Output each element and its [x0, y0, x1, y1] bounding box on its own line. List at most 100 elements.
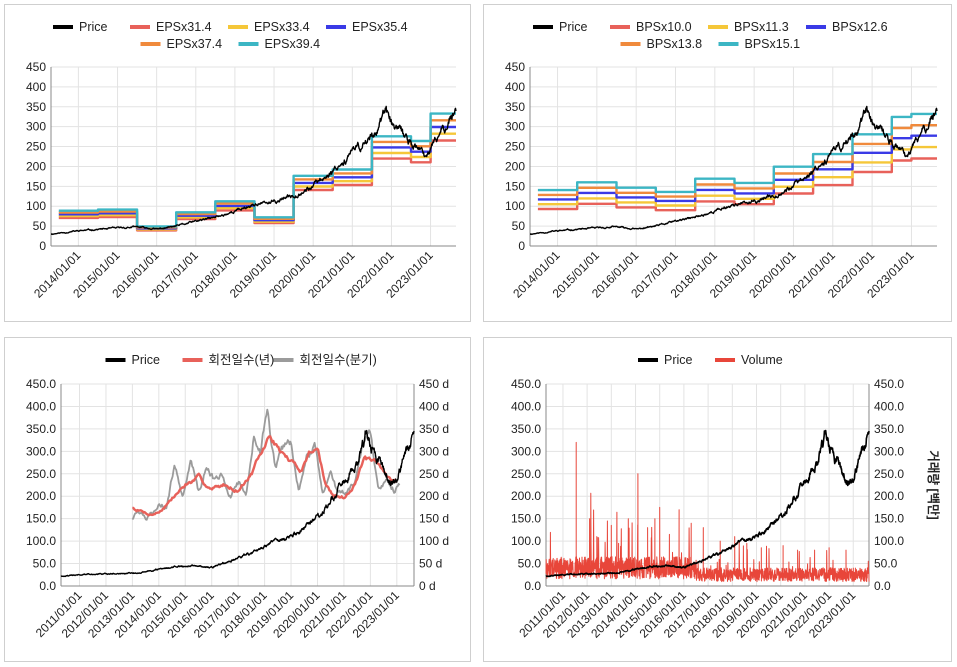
legend-label: BPSx13.8: [647, 37, 703, 51]
y-tick-label: 400.0: [26, 399, 56, 413]
y2-tick-label: 0.0: [874, 579, 891, 593]
band-line: [537, 157, 937, 212]
y2-tick-label: 450 d: [419, 377, 449, 391]
band-line: [537, 134, 937, 203]
band-line: [537, 123, 937, 198]
y-tick-label: 50.0: [518, 557, 542, 571]
y-tick-label: 250: [505, 140, 525, 154]
y-tick-label: 50.0: [33, 557, 57, 571]
y2-tick-label: 400 d: [419, 399, 449, 413]
y-tick-label: 350.0: [26, 422, 56, 436]
legend: Price 회전일수(년) 회전일수(분기): [105, 353, 377, 367]
legend-label: EPSx35.4: [352, 20, 408, 34]
y-tick-label: 200: [505, 159, 525, 173]
legend-label: EPSx39.4: [265, 37, 321, 51]
legend-label: BPSx12.6: [832, 20, 888, 34]
y-tick-label: 150: [505, 179, 525, 193]
y-tick-label: 0.0: [524, 579, 541, 593]
volume-chart: Price Volume 0.0 0.0 50.0 50.0 100.0 100.0 150.0…: [511, 353, 941, 641]
volume-line: [545, 441, 870, 583]
legend-label: BPSx15.1: [745, 37, 801, 51]
gridlines: [530, 66, 937, 247]
band-line: [58, 112, 456, 228]
legend-label: 회전일수(년): [209, 353, 275, 367]
y2-tick-label: 150 d: [419, 512, 449, 526]
annual-turnover-line: [132, 435, 398, 517]
legend: Price Volume: [638, 353, 783, 367]
price-line: [529, 105, 938, 236]
quarter-turnover-line: [131, 408, 401, 521]
y-tick-label: 250.0: [511, 467, 541, 481]
legend-label: EPSx33.4: [254, 20, 310, 34]
y2-tick-label: 50 d: [419, 557, 442, 571]
y-tick-label: 100.0: [26, 534, 56, 548]
y-tick-label: 250: [26, 140, 46, 154]
y-tick-label: 450.0: [511, 377, 541, 391]
legend-label: BPSx10.0: [636, 20, 692, 34]
y-tick-label: 150: [26, 179, 46, 193]
y2-tick-label: 350 d: [419, 422, 449, 436]
bps-chart: Price BPSx10.0 BPSx11.3 BPSx12.6 BPSx13.8 BPS…: [505, 20, 938, 301]
y-tick-label: 400: [26, 80, 46, 94]
legend-label: 회전일수(분기): [300, 353, 377, 367]
price-line: [545, 429, 870, 578]
y2-tick-label: 0 d: [419, 579, 436, 593]
legend-label: Volume: [741, 353, 783, 367]
y2-tick-label: 250.0: [874, 467, 904, 481]
y2-tick-label: 100 d: [419, 534, 449, 548]
y-tick-label: 400.0: [511, 399, 541, 413]
y-tick-label: 400: [505, 80, 525, 94]
y-tick-label: 100: [26, 199, 46, 213]
y2-tick-label: 200 d: [419, 489, 449, 503]
y-tick-label: 100: [505, 199, 525, 213]
legend-label: Price: [79, 20, 108, 34]
gridlines: [51, 66, 456, 247]
y-tick-label: 150.0: [26, 512, 56, 526]
legend: Price BPSx10.0 BPSx11.3 BPSx12.6 BPSx13.8 BPS…: [533, 20, 888, 51]
band-line: [537, 112, 937, 194]
band-line: [537, 145, 937, 207]
y-tick-label: 300.0: [511, 444, 541, 458]
y-tick-label: 200.0: [511, 489, 541, 503]
y-tick-label: 350: [505, 100, 525, 114]
volume-chart-panel: Price Volume 0.0 0.0 50.0 50.0 100.0 100.0 150.0…: [483, 337, 952, 662]
y-tick-label: 300: [26, 120, 46, 134]
y-tick-label: 450.0: [26, 377, 56, 391]
price-line: [50, 105, 457, 236]
price-line: [60, 429, 415, 578]
y-tick-label: 350.0: [511, 422, 541, 436]
y-tick-label: 300.0: [26, 444, 56, 458]
y-tick-label: 200: [26, 159, 46, 173]
y2-tick-label: 400.0: [874, 399, 904, 413]
y-tick-label: 450: [26, 60, 46, 74]
bps-chart-panel: Price BPSx10.0 BPSx11.3 BPSx12.6 BPSx13.8 BPS…: [483, 4, 952, 322]
eps-chart-panel: Price EPSx31.4 EPSx33.4 EPSx35.4 EPSx37.4 EPS…: [4, 4, 471, 322]
y2-tick-label: 100.0: [874, 534, 904, 548]
y2-tick-label: 200.0: [874, 489, 904, 503]
y-tick-label: 250.0: [26, 467, 56, 481]
legend-label: EPSx31.4: [156, 20, 212, 34]
y2-tick-label: 450.0: [874, 377, 904, 391]
turnover-chart-panel: Price 회전일수(년) 회전일수(분기) 0.0 0 d 50.0 50 d 100.0 1…: [4, 337, 471, 662]
legend-label: Price: [559, 20, 588, 34]
eps-chart: Price EPSx31.4 EPSx33.4 EPSx35.4 EPSx37.4 EPS…: [26, 20, 457, 301]
y-tick-label: 0.0: [39, 579, 56, 593]
y2-tick-label: 50.0: [874, 557, 898, 571]
legend-label: BPSx11.3: [734, 20, 789, 34]
y2-tick-label: 250 d: [419, 467, 449, 481]
y-tick-label: 0: [39, 239, 46, 253]
legend-label: Price: [664, 353, 693, 367]
gridlines: [546, 383, 869, 587]
y-tick-label: 300: [505, 120, 525, 134]
y-tick-label: 50: [33, 219, 47, 233]
y2-tick-label: 300 d: [419, 444, 449, 458]
y-tick-label: 100.0: [511, 534, 541, 548]
y2-tick-label: 150.0: [874, 512, 904, 526]
y-tick-label: 200.0: [26, 489, 56, 503]
y2-tick-label: 300.0: [874, 444, 904, 458]
legend-label: EPSx37.4: [167, 37, 223, 51]
y2-axis-label: 거래량 [백만]: [926, 450, 941, 519]
turnover-chart: Price 회전일수(년) 회전일수(분기) 0.0 0 d 50.0 50 d 100.0 1…: [26, 353, 449, 641]
y-tick-label: 350: [26, 100, 46, 114]
y-tick-label: 50: [512, 219, 526, 233]
